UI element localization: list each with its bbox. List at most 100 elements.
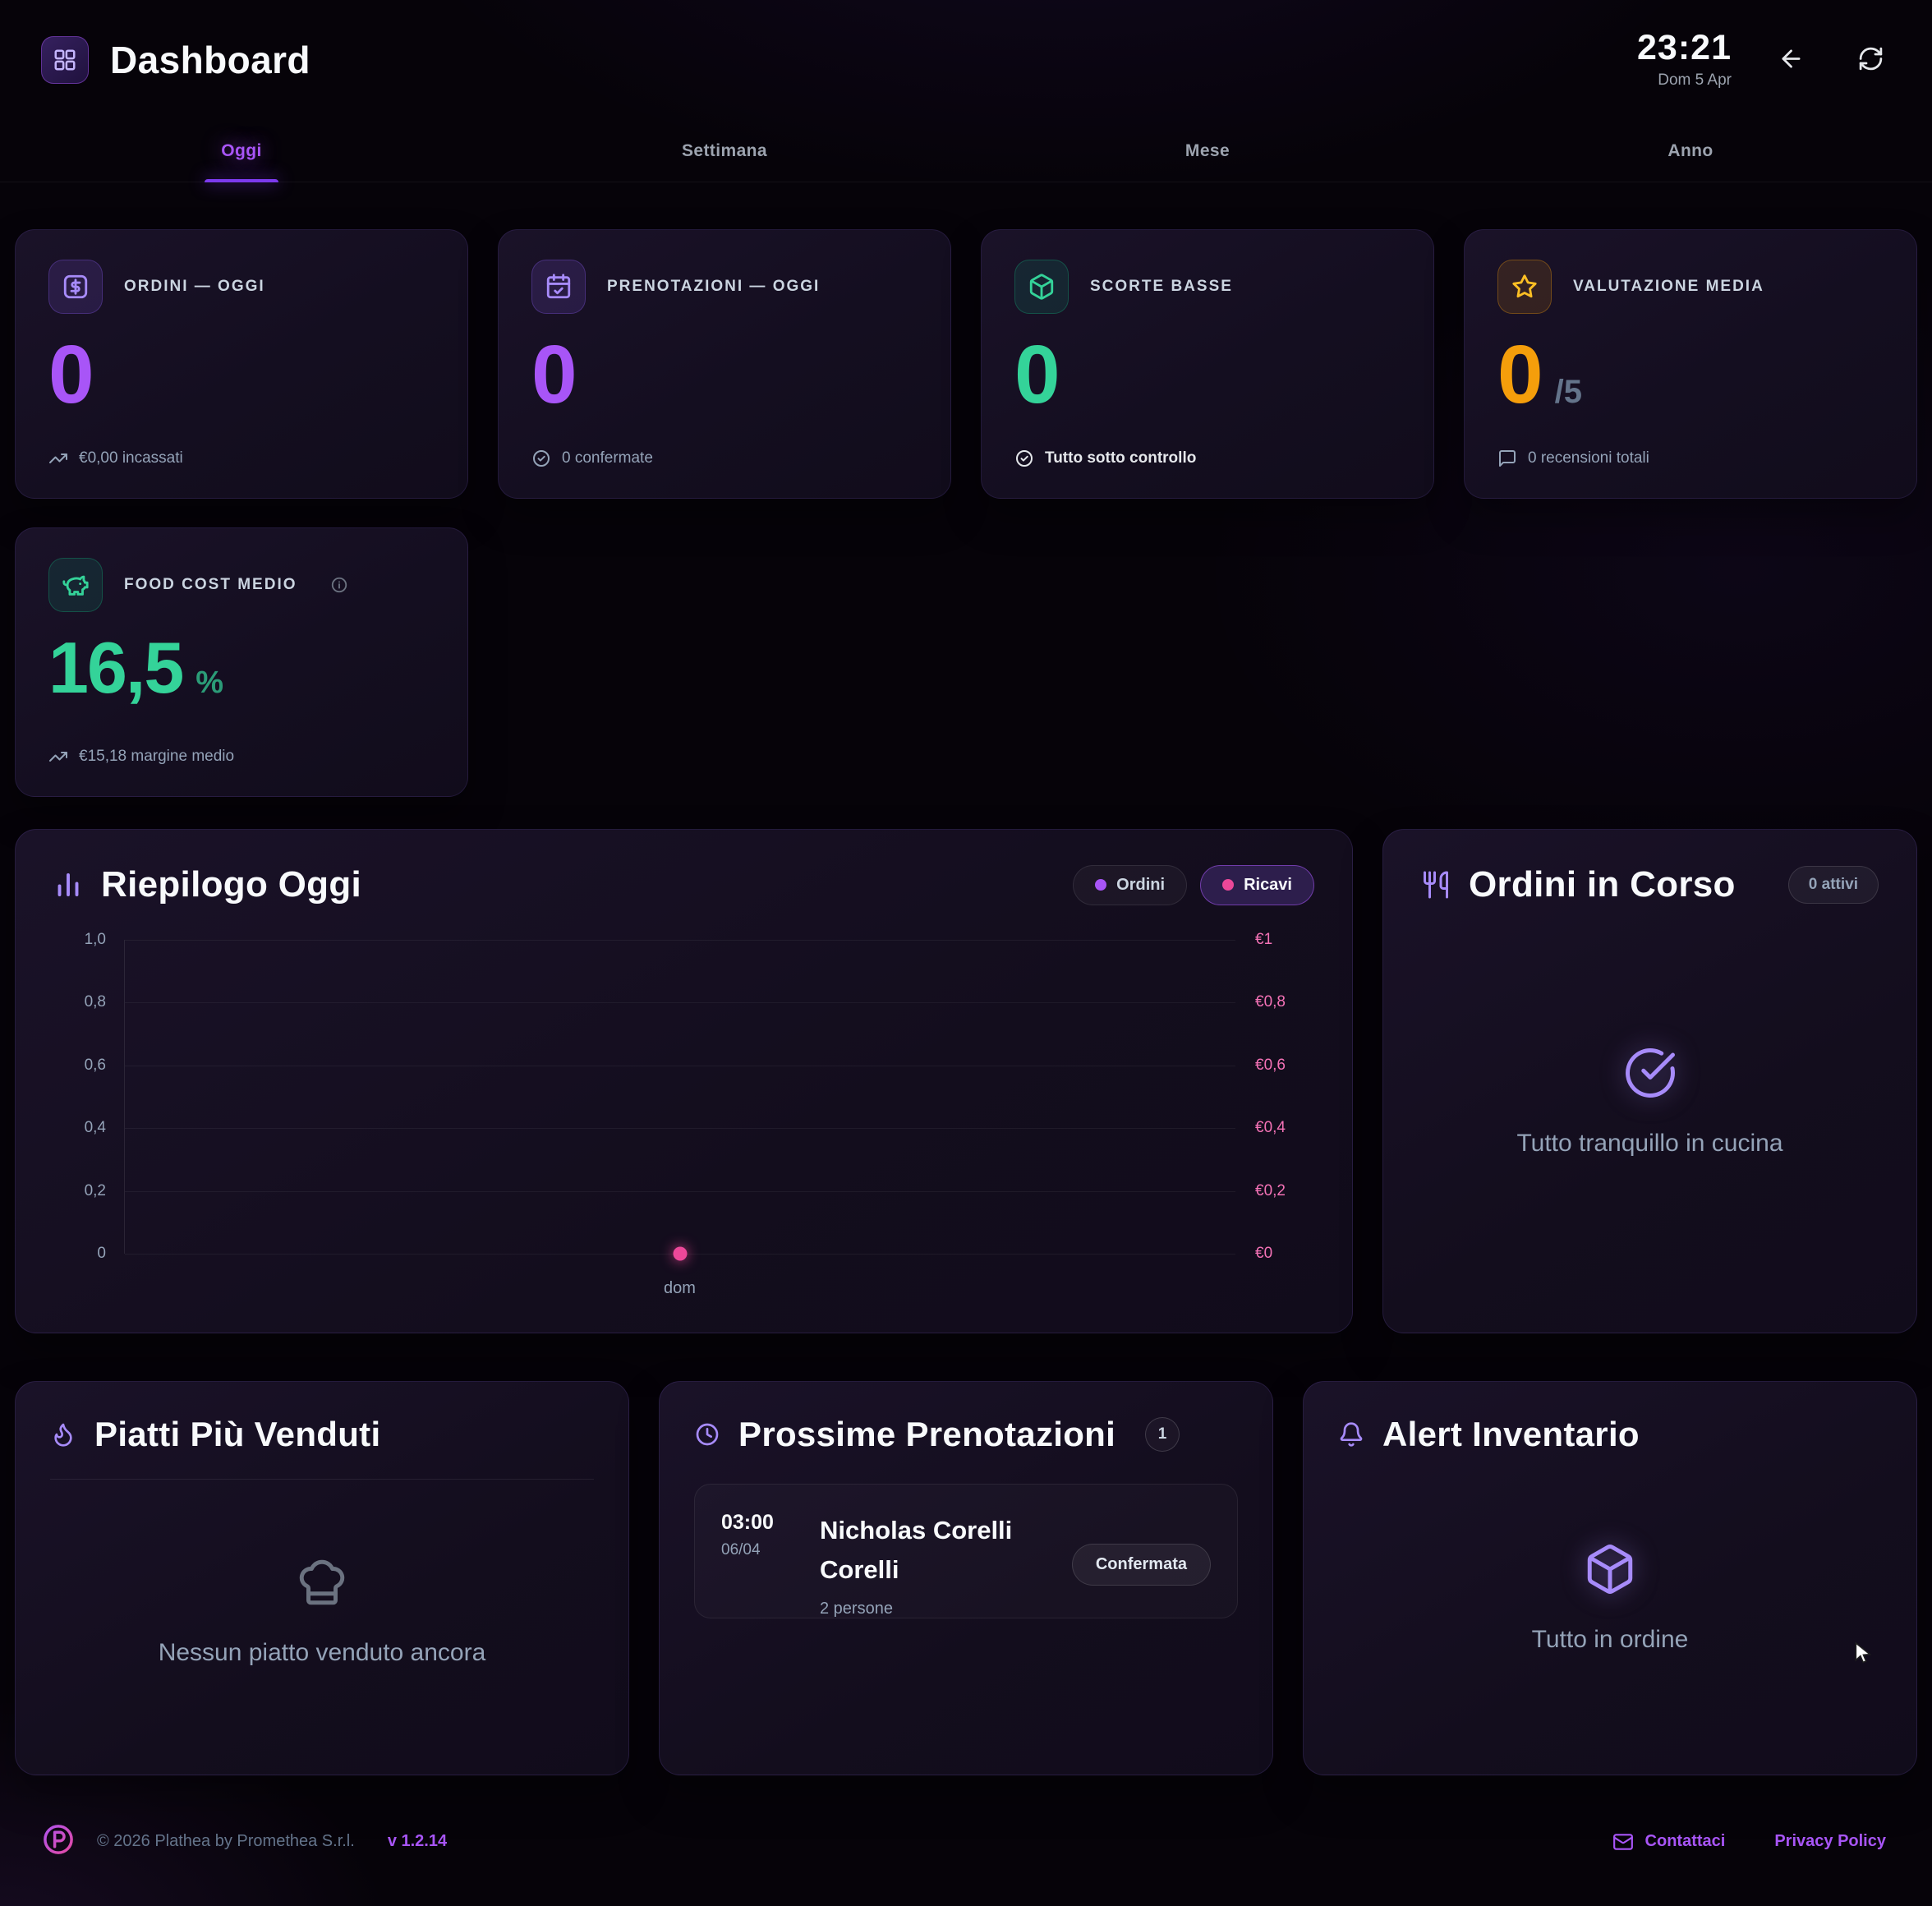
clock-icon — [694, 1421, 720, 1448]
info-icon[interactable] — [330, 576, 348, 594]
reservation-name: Nicholas Corelli Corelli — [820, 1516, 1013, 1585]
main-content: ORDINI — OGGI 0 €0,00 incassati PRENOTAZ… — [0, 182, 1932, 1775]
legend-ordini[interactable]: Ordini — [1073, 864, 1188, 905]
tab-oggi[interactable]: Oggi — [0, 120, 483, 182]
ordini-corso-empty-text: Tutto tranquillo in cucina — [1516, 1130, 1783, 1157]
back-button[interactable] — [1771, 39, 1811, 81]
piggy-bank-icon — [48, 558, 103, 612]
app-logo-icon — [41, 36, 89, 84]
message-icon — [1497, 449, 1517, 468]
piatti-title: Piatti Più Venduti — [94, 1415, 381, 1453]
refresh-icon — [1857, 45, 1884, 72]
contact-link[interactable]: Contattaci — [1608, 1830, 1731, 1853]
tab-anno[interactable]: Anno — [1449, 120, 1932, 182]
stat-footer-text: Tutto sotto controllo — [1045, 449, 1197, 467]
page-title: Dashboard — [110, 39, 310, 81]
stat-footer: 0 confermate — [531, 449, 918, 468]
reservation-time-block: 03:00 06/04 — [721, 1511, 795, 1618]
package-icon — [1014, 260, 1069, 314]
ordini-dot-icon — [1095, 879, 1107, 891]
x-axis: dom — [124, 1254, 1235, 1298]
refresh-button[interactable] — [1851, 39, 1891, 81]
ordini-corso-head: Ordini in Corso 0 attivi — [1421, 864, 1879, 905]
stat-footer-text: 0 confermate — [562, 449, 653, 467]
stat-footer: €15,18 margine medio — [48, 747, 435, 767]
legend-ricavi[interactable]: Ricavi — [1200, 864, 1314, 905]
header-right: 23:21 Dom 5 Apr — [1637, 30, 1891, 90]
utensils-icon — [1421, 870, 1451, 900]
stat-card-head: ORDINI — OGGI — [48, 260, 435, 314]
bar-chart-icon — [53, 870, 83, 900]
tab-settimana[interactable]: Settimana — [483, 120, 966, 182]
stat-label: PRENOTAZIONI — OGGI — [607, 278, 821, 295]
stat-label: FOOD COST MEDIO — [124, 576, 297, 593]
copyright-text: © 2026 Plathea by Promethea S.r.l. — [97, 1832, 355, 1850]
stat-suffix: % — [196, 665, 224, 700]
chart-legend: Ordini Ricavi — [1073, 864, 1314, 905]
stat-footer-text: 0 recensioni totali — [1528, 449, 1649, 467]
prenotazioni-title: Prossime Prenotazioni — [738, 1415, 1116, 1453]
check-circle-icon — [1014, 449, 1034, 468]
privacy-link[interactable]: Privacy Policy — [1769, 1831, 1891, 1852]
stat-card-head: FOOD COST MEDIO — [48, 558, 435, 612]
stat-value: 16,5 — [48, 627, 184, 708]
stat-value: 0 — [48, 329, 94, 421]
reservation-time: 03:00 — [721, 1511, 774, 1534]
ordini-corso-title: Ordini in Corso — [1469, 864, 1736, 905]
app-footer: © 2026 Plathea by Promethea S.r.l. v 1.2… — [0, 1777, 1932, 1906]
gridline — [125, 1128, 1235, 1130]
stat-value-row: 0 — [48, 334, 435, 449]
legend-ordini-label: Ordini — [1116, 875, 1166, 894]
inventario-empty-text: Tutto in ordine — [1531, 1626, 1689, 1653]
riepilogo-head: Riepilogo Oggi Ordini Ricavi — [53, 864, 1314, 905]
calendar-check-icon — [531, 260, 586, 314]
legend-ricavi-label: Ricavi — [1244, 875, 1292, 894]
package-big-icon — [1583, 1542, 1637, 1596]
bell-icon — [1338, 1421, 1364, 1448]
ricavi-datapoint[interactable] — [673, 1246, 688, 1261]
ordini-in-corso-panel: Ordini in Corso 0 attivi Tutto tranquill… — [1382, 829, 1917, 1333]
footer-left: © 2026 Plathea by Promethea S.r.l. v 1.2… — [41, 1822, 447, 1862]
stat-value-row: 16,5 % — [48, 632, 435, 747]
chart-plot-area — [124, 940, 1235, 1261]
piatti-panel: Piatti Più Venduti Nessun piatto venduto… — [15, 1381, 629, 1775]
riepilogo-title: Riepilogo Oggi — [101, 864, 362, 905]
stat-label: VALUTAZIONE MEDIA — [1573, 278, 1764, 295]
active-orders-badge: 0 attivi — [1787, 866, 1879, 904]
divider — [50, 1479, 594, 1480]
reservation-item[interactable]: 03:00 06/04 Nicholas Corelli Corelli 2 p… — [694, 1484, 1238, 1618]
reservation-people: 2 persone — [820, 1600, 893, 1618]
stat-footer-text: €15,18 margine medio — [79, 748, 235, 765]
stat-card-ordini: ORDINI — OGGI 0 €0,00 incassati — [15, 229, 468, 499]
stat-card-prenotazioni: PRENOTAZIONI — OGGI 0 0 confermate — [498, 229, 951, 499]
stat-card-valutazione: VALUTAZIONE MEDIA 0 /5 0 recensioni tota… — [1464, 229, 1917, 499]
stat-footer-text: €0,00 incassati — [79, 449, 183, 467]
check-circle-big-icon — [1623, 1046, 1677, 1100]
stat-card-scorte: SCORTE BASSE 0 Tutto sotto controllo — [981, 229, 1434, 499]
stat-card-head: SCORTE BASSE — [1014, 260, 1401, 314]
contact-label: Contattaci — [1644, 1832, 1726, 1850]
footer-right: Contattaci Privacy Policy — [1608, 1830, 1891, 1853]
stat-value-row: 0 — [531, 334, 918, 449]
clock-time: 23:21 — [1637, 28, 1732, 67]
riepilogo-panel: Riepilogo Oggi Ordini Ricavi — [15, 829, 1353, 1333]
ricavi-dot-icon — [1222, 879, 1235, 891]
ordini-corso-empty-state: Tutto tranquillo in cucina — [1421, 905, 1879, 1298]
prenotazioni-head: Prossime Prenotazioni 1 — [694, 1415, 1238, 1454]
stat-value: 0 — [1497, 329, 1543, 421]
header-left: Dashboard — [41, 36, 310, 84]
bottom-grid: Piatti Più Venduti Nessun piatto venduto… — [15, 1381, 1917, 1775]
period-tabs: Oggi Settimana Mese Anno — [0, 120, 1932, 182]
tab-mese[interactable]: Mese — [966, 120, 1449, 182]
piatti-empty-text: Nessun piatto venduto ancora — [158, 1638, 486, 1666]
stat-footer: €0,00 incassati — [48, 449, 435, 468]
trend-up-icon — [48, 747, 68, 767]
y-axis-left: 1,0 0,8 0,6 0,4 0,2 0 — [84, 931, 106, 1262]
prenotazioni-panel: Prossime Prenotazioni 1 03:00 06/04 Nich… — [659, 1381, 1273, 1775]
clock-block: 23:21 Dom 5 Apr — [1637, 30, 1732, 90]
inventario-empty-state: Tutto in ordine — [1338, 1454, 1882, 1742]
stat-value: 0 — [1014, 329, 1060, 421]
arrow-left-icon — [1778, 45, 1805, 72]
stat-value-row: 0 /5 — [1497, 334, 1884, 449]
